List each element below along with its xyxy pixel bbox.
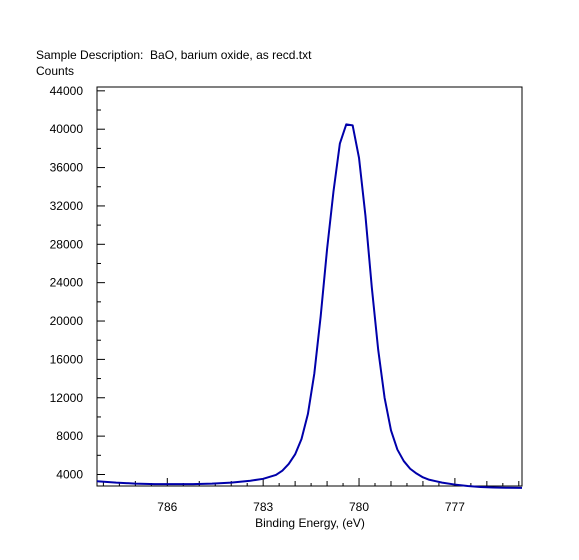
- y-tick-label: 40000: [50, 122, 84, 136]
- y-tick-label: 36000: [50, 161, 84, 175]
- x-axis-label: Binding Energy, (eV): [255, 516, 365, 530]
- series-layer: [96, 123, 523, 489]
- plot-frame: [96, 86, 523, 487]
- y-tick-label: 28000: [50, 237, 84, 251]
- y-tick-label: 20000: [50, 314, 84, 328]
- x-tick-label: 780: [349, 500, 369, 514]
- x-axis: 786 783 780 777: [102, 478, 520, 514]
- y-tick-label: 24000: [50, 276, 84, 290]
- y-tick-label: 16000: [50, 352, 84, 366]
- chart-title: Sample Description: BaO, barium oxide, a…: [36, 48, 312, 62]
- y-tick-label: 8000: [56, 429, 83, 443]
- y-axis: 4000 8000 12000 16000 20000 24000 28000 32000 36…: [50, 84, 105, 481]
- x-tick-label: 777: [445, 500, 465, 514]
- y-tick-label: 4000: [56, 467, 83, 481]
- x-tick-label: 783: [253, 500, 273, 514]
- x-tick-label: 786: [157, 500, 177, 514]
- series-line: [96, 123, 523, 489]
- y-tick-label: 32000: [50, 199, 84, 213]
- y-axis-label: Counts: [36, 64, 74, 78]
- y-tick-label: 12000: [50, 391, 84, 405]
- y-tick-label: 44000: [50, 84, 84, 98]
